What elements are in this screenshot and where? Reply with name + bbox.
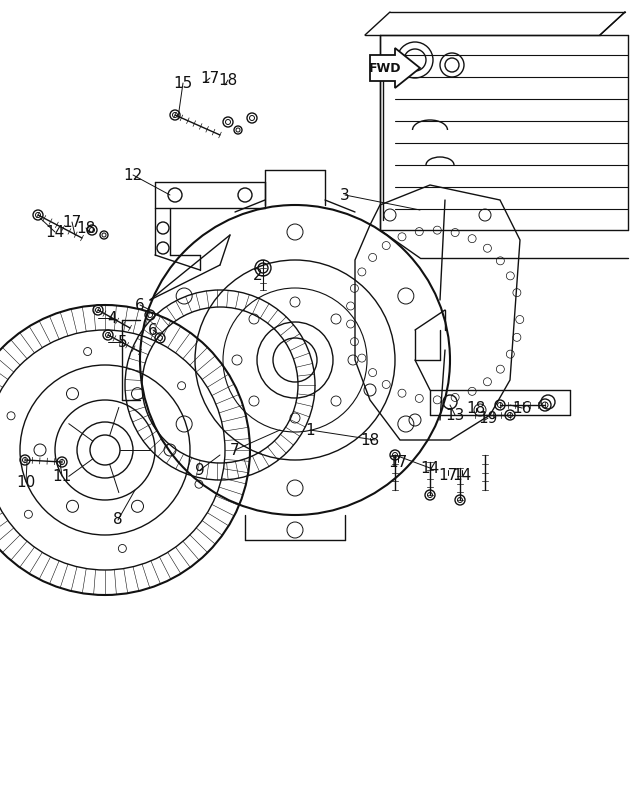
Text: 19: 19 [479, 411, 498, 426]
Text: 17: 17 [389, 455, 408, 470]
Text: 17: 17 [63, 214, 82, 229]
Text: 3: 3 [340, 188, 350, 203]
Text: 14: 14 [420, 460, 440, 475]
Text: 14: 14 [453, 467, 472, 482]
Text: 8: 8 [113, 512, 123, 527]
Text: 4: 4 [107, 310, 117, 325]
Text: 6: 6 [135, 298, 145, 313]
Text: 18: 18 [467, 400, 486, 415]
Text: 16: 16 [512, 400, 532, 415]
Text: 6: 6 [148, 322, 158, 337]
Text: 2: 2 [253, 267, 263, 283]
Text: 14: 14 [46, 225, 65, 240]
Text: 9: 9 [195, 463, 205, 478]
Text: 17: 17 [201, 70, 220, 86]
Polygon shape [355, 185, 520, 440]
Text: 15: 15 [173, 76, 192, 91]
Text: 12: 12 [123, 168, 142, 183]
Text: 13: 13 [445, 407, 465, 422]
Text: 5: 5 [118, 334, 128, 350]
Text: 18: 18 [360, 433, 380, 448]
Text: FWD: FWD [369, 61, 401, 75]
Text: 18: 18 [218, 72, 237, 87]
Text: 7: 7 [230, 443, 240, 458]
Text: 17: 17 [439, 467, 458, 482]
Polygon shape [370, 48, 420, 88]
Text: 18: 18 [77, 221, 96, 236]
Text: 1: 1 [305, 422, 315, 437]
Text: 11: 11 [53, 469, 72, 484]
Text: 10: 10 [16, 474, 35, 489]
